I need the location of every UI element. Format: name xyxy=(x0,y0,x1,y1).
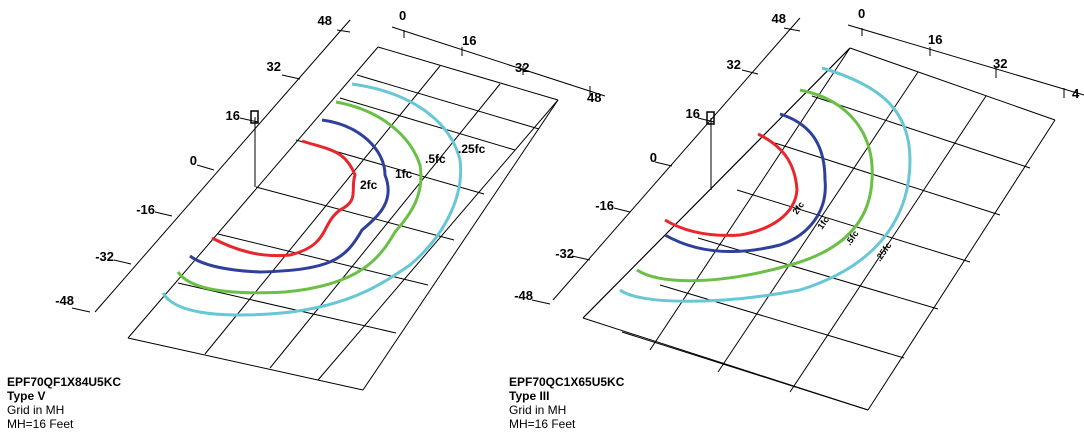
tick-left-32: 32 xyxy=(267,59,281,74)
grid-type-v xyxy=(94,19,606,391)
distribution-type: Type V xyxy=(7,389,46,403)
tick-left-16: 16 xyxy=(226,108,240,123)
tick-left-m16: -16 xyxy=(136,202,155,217)
tick-left-0: 0 xyxy=(650,150,657,165)
mounting-height-note: MH=16 Feet xyxy=(7,417,74,431)
grid-note: Grid in MH xyxy=(509,403,567,417)
tick-left-m16: -16 xyxy=(595,198,614,213)
tick-left-m48: -48 xyxy=(55,293,74,308)
contour-green xyxy=(636,88,874,283)
tick-top-0: 0 xyxy=(399,8,406,23)
tick-left-0: 0 xyxy=(190,153,197,168)
tick-top-16: 16 xyxy=(928,32,942,47)
mounting-height-note: MH=16 Feet xyxy=(509,417,576,431)
tick-top-32: 32 xyxy=(515,60,529,75)
diagram-type-iii: 2fc 1fc .5fc .25fc 48 32 16 0 -16 -32 -4… xyxy=(514,6,1084,411)
contour-label-blue: 1fc xyxy=(395,167,413,181)
contour-cyan xyxy=(619,66,912,303)
tick-left-m48: -48 xyxy=(514,288,533,303)
caption-type-iii: EPF70QC1X65U5KC Type III Grid in MH MH=1… xyxy=(509,375,624,431)
distribution-type: Type III xyxy=(509,389,550,403)
luminaire-marker xyxy=(250,110,259,124)
tick-left-48: 48 xyxy=(772,11,786,26)
tick-left-48: 48 xyxy=(318,13,332,28)
tick-left-32: 32 xyxy=(727,57,741,72)
tick-left-16: 16 xyxy=(686,106,700,121)
grid-type-iii xyxy=(552,17,1084,411)
axis-ticks-left xyxy=(71,29,591,313)
contour-blue xyxy=(664,112,827,254)
tick-top-16: 16 xyxy=(462,33,476,48)
contour-blue xyxy=(189,118,390,274)
tick-top-48: 4 xyxy=(1072,86,1080,101)
tick-top-48: 48 xyxy=(587,90,601,105)
axis-ticks-right xyxy=(531,27,1065,305)
tick-left-m32: -32 xyxy=(95,249,114,264)
contour-red xyxy=(664,132,799,237)
tick-top-32: 32 xyxy=(993,56,1007,71)
contour-red xyxy=(211,139,357,258)
contour-label-green: .5fc xyxy=(843,229,860,247)
contour-cyan xyxy=(161,82,463,317)
model-number: EPF70QC1X65U5KC xyxy=(509,375,625,389)
luminaire-marker xyxy=(706,111,715,125)
contour-green xyxy=(176,100,423,295)
grid-note: Grid in MH xyxy=(7,403,65,417)
contour-label-green: .5fc xyxy=(425,152,446,166)
tick-top-0: 0 xyxy=(858,6,865,21)
caption-type-v: EPF70QF1X84U5KC Type V Grid in MH MH=16 … xyxy=(7,375,121,431)
tick-left-m32: -32 xyxy=(555,246,574,261)
contour-label-red: 2fc xyxy=(360,178,378,192)
contour-label-cyan: .25fc xyxy=(458,142,486,156)
diagram-type-v: 2fc 1fc .5fc .25fc 48 32 16 0 -16 -32 -4… xyxy=(55,8,606,391)
model-number: EPF70QF1X84U5KC xyxy=(7,375,122,389)
